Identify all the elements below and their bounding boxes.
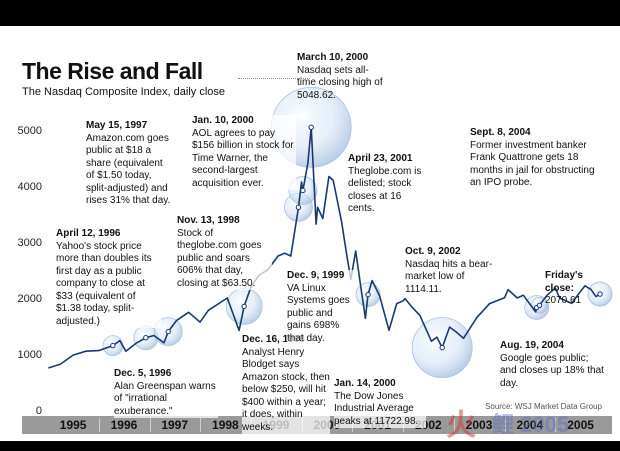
data-point bbox=[295, 204, 302, 210]
annotation-date: April 23, 2001 bbox=[348, 153, 413, 164]
x-tick-label: 1995 bbox=[59, 418, 87, 432]
series-line bbox=[48, 126, 601, 369]
x-tick-label: 1997 bbox=[161, 418, 189, 432]
watermark-logo-text: 鲤 2005 bbox=[492, 412, 570, 437]
x-tick-label: 1998 bbox=[212, 418, 239, 432]
x-tick-separator bbox=[555, 418, 557, 432]
annotation-sep-2004: Sept. 8, 2004 Former investment banker F… bbox=[470, 127, 600, 190]
annotation-text: 2070.61 bbox=[545, 295, 582, 306]
annotation-date: March 10, 2000 bbox=[297, 52, 369, 63]
x-tick-separator bbox=[453, 418, 455, 432]
annotation-text: Google goes public; and closes up 18% th… bbox=[500, 352, 604, 389]
y-tick-label: 4000 bbox=[18, 181, 42, 193]
annotation-mar-2000: March 10, 2000 Nasdaq sets all-time clos… bbox=[297, 52, 383, 102]
annotation-date: April 12, 1996 bbox=[56, 228, 121, 239]
annotation-fridays-close: Friday's close: 2070.61 bbox=[545, 270, 611, 308]
chart-title: The Rise and Fall bbox=[22, 58, 203, 84]
data-point bbox=[439, 344, 445, 351]
x-tick-label: 2004 bbox=[516, 418, 544, 432]
annotation-text: The Dow Jones Industrial Average peaks a… bbox=[334, 390, 419, 427]
annotation-date: Jan. 10, 2000 bbox=[192, 115, 254, 126]
x-tick-separator bbox=[149, 418, 151, 432]
data-point bbox=[536, 302, 543, 308]
data-point bbox=[365, 291, 371, 298]
annotation-date: Dec. 16, 1998 bbox=[242, 334, 305, 345]
annotation-apr-2001: April 23, 2001 Theglobe.com is delisted;… bbox=[348, 153, 430, 216]
data-point bbox=[597, 291, 603, 297]
annotation-aug-2004: Aug. 19, 2004 Google goes public; and cl… bbox=[500, 340, 606, 390]
annotation-text: VA Linux Systems goes public and gains 6… bbox=[287, 282, 350, 344]
source-note: Source: WSJ Market Data Group bbox=[485, 402, 602, 411]
annotation-date: Aug. 19, 2004 bbox=[500, 340, 564, 351]
annotation-jan-2000: Jan. 10, 2000 AOL agrees to pay $156 bil… bbox=[192, 115, 296, 190]
annotation-dec-1996: Dec. 5, 1996 Alan Greenspan warns of "ir… bbox=[114, 368, 218, 418]
data-point bbox=[308, 124, 314, 131]
annotation-date: Sept. 8, 2004 bbox=[470, 127, 531, 138]
annotation-may-1997: May 15, 1997 Amazon.com goes public at $… bbox=[86, 120, 172, 208]
annotation-text: Nasdaq hits a bear-market low of 1114.11… bbox=[405, 258, 493, 295]
data-point bbox=[165, 328, 171, 335]
annotation-date: Dec. 9, 1999 bbox=[287, 270, 345, 281]
x-tick-separator bbox=[504, 418, 506, 432]
y-tick-label: 1000 bbox=[18, 349, 42, 361]
annotation-text: Theglobe.com is delisted; stock closes a… bbox=[348, 165, 422, 215]
y-tick-label: 2000 bbox=[18, 293, 42, 305]
chart-subtitle: The Nasdaq Composite Index, daily close bbox=[22, 86, 225, 98]
annotation-date: Oct. 9, 2002 bbox=[405, 246, 461, 257]
data-point bbox=[300, 187, 306, 194]
annotation-date: Dec. 5, 1996 bbox=[114, 368, 172, 379]
annotation-text: AOL agrees to pay $156 billion in stock … bbox=[192, 127, 294, 189]
annotation-date: Friday's close: bbox=[545, 270, 583, 294]
annotation-dec-1999: Dec. 9, 1999 VA Linux Systems goes publi… bbox=[287, 270, 355, 345]
data-point bbox=[143, 335, 149, 341]
y-tick-label: 3000 bbox=[18, 237, 42, 249]
y-tick-label: 0 bbox=[36, 405, 42, 417]
data-point bbox=[241, 303, 247, 310]
x-tick-separator bbox=[98, 418, 100, 432]
annotation-text: Alan Greenspan warns of "irrational exub… bbox=[114, 380, 216, 417]
y-tick-label: 5000 bbox=[18, 125, 42, 137]
annotation-text: Amazon.com goes public at $18 a share (e… bbox=[86, 132, 171, 207]
x-tick-label: 2003 bbox=[465, 418, 493, 432]
title-rule bbox=[238, 78, 310, 79]
annotation-apr-1996: April 12, 1996 Yahoo's stock price more … bbox=[56, 228, 161, 328]
annotation-text: Stock of theglobe.com goes public and so… bbox=[177, 227, 262, 289]
annotation-text: Yahoo's stock price more than doubles it… bbox=[56, 240, 152, 327]
annotation-oct-2002: Oct. 9, 2002 Nasdaq hits a bear-market l… bbox=[405, 246, 501, 296]
annotation-text: Former investment banker Frank Quattrone… bbox=[470, 139, 595, 189]
annotation-jan-2000b: Jan. 14, 2000 The Dow Jones Industrial A… bbox=[334, 378, 426, 428]
annotation-text: Nasdaq sets all-time closing high of 504… bbox=[297, 64, 383, 101]
data-point bbox=[110, 342, 116, 349]
annotation-dec-1998: Dec. 16, 1998 Analyst Henry Blodget says… bbox=[242, 334, 330, 434]
x-tick-label: 2005 bbox=[567, 418, 594, 432]
annotation-date: Jan. 14, 2000 bbox=[334, 378, 396, 389]
annotation-date: Nov. 13, 1998 bbox=[177, 215, 240, 226]
x-tick-separator bbox=[200, 418, 202, 432]
annotation-nov-1998: Nov. 13, 1998 Stock of theglobe.com goes… bbox=[177, 215, 272, 290]
watermark-logo: 火 bbox=[446, 409, 478, 442]
x-tick-label: 1996 bbox=[110, 418, 138, 432]
annotation-date: May 15, 1997 bbox=[86, 120, 148, 131]
annotation-text: Analyst Henry Blodget says Amazon stock,… bbox=[242, 346, 330, 433]
